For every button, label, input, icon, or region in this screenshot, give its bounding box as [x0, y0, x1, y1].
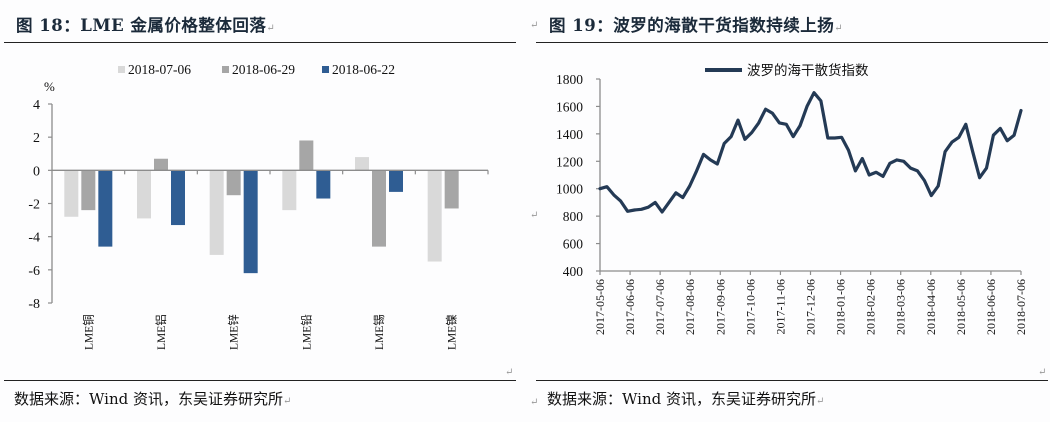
- paragraph-mark-icon: ↵: [505, 367, 514, 378]
- bar-LME锡-2018-07-06: [355, 157, 369, 171]
- y-tick-label: -6: [28, 264, 40, 279]
- source-rule: [4, 380, 516, 381]
- paragraph-mark-icon: ↵: [282, 396, 292, 407]
- x-tick-label: LME锌: [227, 314, 241, 350]
- line-chart: 波罗的海干散货指数 1800 1600 1400 1200 1000 800 600 400 20…: [556, 62, 1028, 335]
- bar-LME锡-2018-06-22: [389, 170, 403, 192]
- x-tick-label: 2018-06-06: [984, 279, 998, 335]
- bar-chart: 2018-07-06 2018-06-29 2018-06-22% 4 2 0 -2 -4 -6…: [28, 62, 489, 350]
- series-line-bdi: [598, 91, 1023, 214]
- x-tick-label: 2018-04-06: [924, 279, 938, 335]
- x-tick-label: 2017-06-06: [623, 279, 637, 335]
- x-tick-label: 2017-12-06: [804, 279, 818, 335]
- paragraph-mark-icon: ↵: [815, 396, 825, 407]
- legend-swatch-2018-07-06: [118, 66, 125, 73]
- paragraph-mark-icon: ↵: [1038, 367, 1047, 378]
- y-tick-label: 1400: [556, 127, 583, 142]
- paragraph-mark-icon: ↵: [266, 23, 276, 34]
- bar-LME铜-2018-06-22: [98, 170, 113, 247]
- figure-18-text: LME 金属价格整体回落: [80, 16, 267, 35]
- legend-label: 波罗的海干散货指数: [747, 62, 869, 78]
- y-tick-label: 1600: [556, 99, 583, 114]
- bar-LME锡-2018-06-29: [372, 170, 386, 247]
- x-tick-label: LME锡: [372, 314, 386, 350]
- x-tick-label: 2018-02-06: [864, 279, 878, 335]
- paragraph-mark-icon: ↵: [530, 210, 539, 221]
- figure-19-title: 图 19：波罗的海散干货指数持续上扬↵: [549, 12, 843, 36]
- x-tick-label: 2017-05-06: [593, 279, 607, 335]
- x-tick-label: 2018-01-06: [834, 279, 848, 335]
- source-rule: [536, 380, 1048, 381]
- y-tick-label: -4: [28, 231, 40, 246]
- x-tick-label: 2018-03-06: [894, 279, 908, 335]
- bar-LME铝-2018-06-29: [154, 158, 168, 171]
- x-tick-label: 2017-07-06: [653, 279, 667, 335]
- figure-18-title: 图 18：LME 金属价格整体回落↵: [16, 12, 275, 36]
- bar-LME铅-2018-06-22: [316, 170, 331, 199]
- paragraph-mark-icon: ↵: [530, 397, 539, 408]
- x-tick-label: 2017-08-06: [683, 279, 697, 335]
- figure-18-source: 数据来源：Wind 资讯，东吴证券研究所↵: [14, 388, 291, 409]
- legend-label-2018-06-29: 2018-06-29: [232, 62, 295, 77]
- bar-LME铜-2018-07-06: [64, 170, 79, 217]
- x-tick-label: LME铝: [154, 314, 168, 350]
- x-tick-label: 2017-10-06: [743, 279, 757, 335]
- y-tick-label: 4: [33, 98, 40, 113]
- paragraph-mark-icon: ↵: [530, 20, 539, 31]
- title-rule: [536, 42, 1048, 43]
- bar-LME镍-2018-07-06: [427, 170, 442, 262]
- x-tick-label: LME铅: [299, 314, 313, 350]
- figure-19-source: 数据来源：Wind 资讯，东吴证券研究所↵: [547, 388, 824, 409]
- y-tick-label: 0: [33, 164, 40, 179]
- y-tick-label: 800: [563, 209, 584, 224]
- source-text: 数据来源：Wind 资讯，东吴证券研究所: [547, 390, 816, 408]
- bar-LME铜-2018-06-29: [81, 170, 96, 211]
- y-tick-label: -2: [28, 198, 40, 213]
- y-tick-label: 400: [563, 264, 584, 279]
- legend-label-2018-07-06: 2018-07-06: [128, 62, 191, 77]
- legend-swatch-2018-06-22: [322, 66, 329, 73]
- bar-LME镍-2018-06-29: [444, 170, 459, 209]
- left-figure-panel: 图 18：LME 金属价格整体回落↵ 2018-07-06 2018-06-29 2…: [0, 0, 518, 422]
- x-tick-label: 2017-09-06: [713, 279, 727, 335]
- bar-LME锌-2018-06-29: [226, 170, 241, 196]
- bar-LME铅-2018-07-06: [282, 170, 297, 211]
- bar-LME锌-2018-06-22: [243, 170, 258, 274]
- y-tick-label: 1000: [556, 182, 583, 197]
- y-tick-label: 600: [563, 237, 584, 252]
- x-tick-label: LME镍: [445, 314, 459, 350]
- figure-18-label: 图 18：: [16, 16, 81, 35]
- paragraph-mark-icon: ↵: [834, 23, 844, 34]
- y-tick-label: -8: [28, 297, 40, 312]
- y-tick-label: 1200: [556, 154, 583, 169]
- bar-LME铝-2018-07-06: [137, 170, 151, 219]
- x-tick-label: LME铜: [81, 314, 95, 350]
- y-tick-label: 2: [33, 131, 40, 146]
- legend-swatch-2018-06-29: [222, 66, 229, 73]
- x-tick-label: 2018-07-06: [1014, 279, 1028, 335]
- figure-19-text: 波罗的海散干货指数持续上扬: [613, 16, 835, 35]
- legend-label-2018-06-22: 2018-06-22: [332, 62, 395, 77]
- figure-19-label: 图 19：: [549, 16, 614, 35]
- right-figure-panel: 图 19：波罗的海散干货指数持续上扬↵ 波罗的海干散货指数 1800 1600 140…: [530, 0, 1050, 422]
- y-tick-label: 1800: [556, 72, 583, 87]
- x-tick-label: 2018-05-06: [954, 279, 968, 335]
- source-text: 数据来源：Wind 资讯，东吴证券研究所: [14, 390, 283, 408]
- title-rule: [4, 42, 516, 43]
- bar-LME铅-2018-06-29: [299, 140, 314, 171]
- y-axis-unit: %: [44, 79, 55, 94]
- bar-LME铝-2018-06-22: [171, 170, 185, 226]
- bar-LME锌-2018-07-06: [209, 170, 224, 255]
- x-tick-label: 2017-11-06: [773, 279, 787, 335]
